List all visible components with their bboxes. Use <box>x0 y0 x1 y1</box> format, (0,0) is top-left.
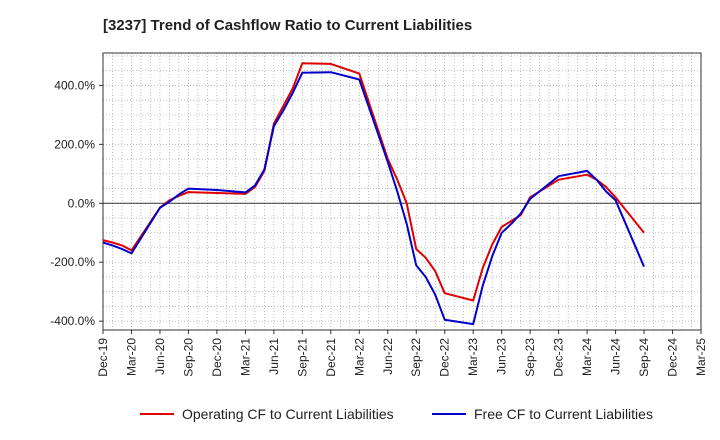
x-tick-label: Mar-24 <box>580 338 594 376</box>
x-tick-label: Jun-22 <box>381 338 395 375</box>
horizontal-grid <box>103 55 701 322</box>
x-tick-label: Sep-22 <box>409 338 423 377</box>
x-tick-label: Mar-21 <box>238 338 252 376</box>
y-tick-label: 400.0% <box>54 78 95 92</box>
y-tick-label: 200.0% <box>54 137 95 151</box>
x-tick-label: Jun-24 <box>609 338 623 375</box>
plot-frame <box>102 52 702 331</box>
y-tick-label: 0.0% <box>68 196 96 210</box>
x-tick-label: Sep-20 <box>181 338 195 377</box>
x-tick-label: Dec-22 <box>438 338 452 377</box>
x-tick-label: Sep-24 <box>637 338 651 377</box>
legend-label-free: Free CF to Current Liabilities <box>474 406 653 422</box>
x-tick-label: Dec-21 <box>324 338 338 377</box>
x-tick-label: Jun-20 <box>153 338 167 375</box>
x-tick-label: Dec-24 <box>666 338 680 377</box>
y-axis-ticks: -400.0% -200.0% 0.0% 200.0% 400.0% <box>50 78 103 328</box>
x-tick-label: Sep-23 <box>523 338 537 377</box>
series-line-free <box>102 71 645 326</box>
x-tick-label: Mar-20 <box>124 338 138 376</box>
chart-title: [3237] Trend of Cashflow Ratio to Curren… <box>103 17 472 34</box>
vertical-grid <box>112 53 692 330</box>
x-tick-label: Sep-21 <box>295 338 309 377</box>
y-tick-label: -400.0% <box>50 314 95 328</box>
legend-label-operating: Operating CF to Current Liabilities <box>182 406 394 422</box>
x-tick-label: Jun-21 <box>267 338 281 375</box>
y-tick-label: -200.0% <box>50 255 95 269</box>
x-tick-label: Dec-19 <box>96 338 110 377</box>
x-tick-label: Mar-22 <box>352 338 366 376</box>
x-tick-label: Jun-23 <box>495 338 509 375</box>
x-tick-label: Mar-25 <box>694 338 708 376</box>
series-layer <box>102 62 645 326</box>
x-tick-label: Mar-23 <box>466 338 480 376</box>
x-axis-ticks: Dec-19 Mar-20 Jun-20 Sep-20 Dec-20 Mar-21 Jun-… <box>96 330 708 377</box>
x-tick-label: Dec-23 <box>552 338 566 377</box>
x-tick-label: Dec-20 <box>210 338 224 377</box>
legend: Operating CF to Current Liabilities Free… <box>140 406 653 422</box>
